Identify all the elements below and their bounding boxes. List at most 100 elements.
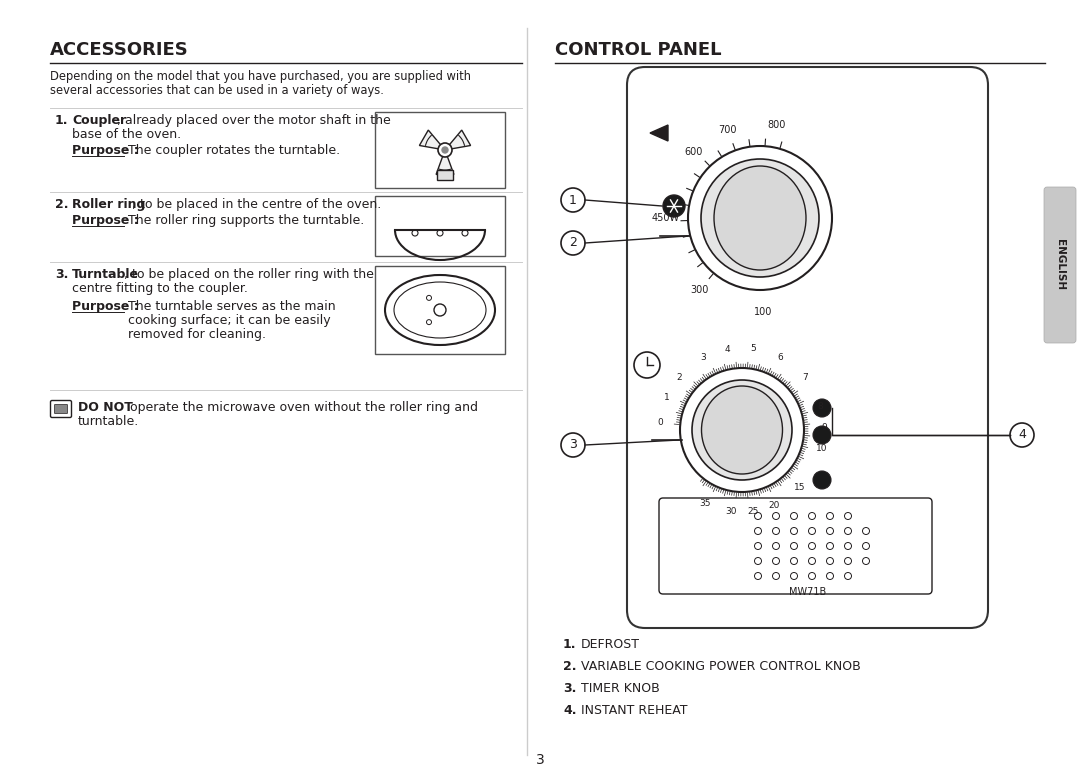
Text: 3.: 3. [55,268,68,281]
FancyBboxPatch shape [627,67,988,628]
Text: 700: 700 [718,124,738,135]
Text: 6: 6 [778,353,783,362]
Circle shape [845,528,851,535]
Text: 2: 2 [676,373,681,382]
Text: 8: 8 [818,401,823,411]
Text: cooking surface; it can be easily: cooking surface; it can be easily [129,314,330,327]
Bar [375,196,505,256]
Circle shape [755,543,761,550]
Circle shape [755,512,761,519]
Text: Turntable: Turntable [72,268,139,281]
Text: CONTROL PANEL: CONTROL PANEL [555,41,721,59]
Circle shape [634,352,660,378]
Circle shape [809,528,815,535]
Circle shape [813,399,831,417]
Circle shape [845,572,851,579]
Circle shape [826,543,834,550]
FancyBboxPatch shape [54,404,67,414]
Text: removed for cleaning.: removed for cleaning. [129,328,266,341]
Text: 450W: 450W [652,213,680,223]
Circle shape [462,230,468,236]
Text: 2: 2 [569,236,577,249]
Text: 1: 1 [663,393,670,403]
Text: 3: 3 [569,439,577,451]
Text: 0: 0 [658,418,663,427]
Circle shape [863,528,869,535]
Ellipse shape [714,166,806,270]
Circle shape [791,512,797,519]
Text: 20: 20 [768,501,780,510]
Circle shape [688,146,832,290]
Text: 9: 9 [821,422,827,432]
Circle shape [755,528,761,535]
Text: 800: 800 [767,120,785,131]
Text: 4.: 4. [563,704,577,717]
Circle shape [442,147,448,153]
Circle shape [845,558,851,565]
Circle shape [813,426,831,444]
Text: 3.: 3. [563,682,577,695]
Circle shape [772,512,780,519]
Text: 5: 5 [751,344,756,353]
Text: ENGLISH: ENGLISH [1055,239,1065,291]
Ellipse shape [702,386,783,474]
Text: DO NOT: DO NOT [78,401,133,414]
Circle shape [755,572,761,579]
Text: 7: 7 [802,373,808,382]
Circle shape [791,558,797,565]
Text: 10: 10 [816,444,827,453]
Circle shape [772,543,780,550]
Text: 35: 35 [699,499,711,508]
Text: Depending on the model that you have purchased, you are supplied with: Depending on the model that you have pur… [50,70,471,83]
Circle shape [561,433,585,457]
Circle shape [826,558,834,565]
Bar [375,266,505,354]
Circle shape [809,543,815,550]
Text: Purpose :: Purpose : [72,214,138,227]
Circle shape [680,368,804,492]
Text: base of the oven.: base of the oven. [72,128,181,141]
Circle shape [772,528,780,535]
Text: 3: 3 [701,353,706,362]
Circle shape [791,528,797,535]
Text: 1: 1 [569,193,577,206]
Text: VARIABLE COOKING POWER CONTROL KNOB: VARIABLE COOKING POWER CONTROL KNOB [581,660,861,673]
Circle shape [1010,423,1034,447]
Text: Purpose :: Purpose : [72,300,138,313]
Circle shape [755,558,761,565]
Circle shape [772,572,780,579]
FancyBboxPatch shape [1044,187,1076,343]
Text: 2.: 2. [563,660,577,673]
Circle shape [437,230,443,236]
Circle shape [826,512,834,519]
Circle shape [791,572,797,579]
Text: 1.: 1. [55,114,68,127]
Circle shape [434,304,446,316]
FancyBboxPatch shape [659,498,932,594]
Circle shape [809,512,815,519]
Circle shape [561,188,585,212]
Circle shape [772,558,780,565]
Circle shape [863,558,869,565]
Text: turntable.: turntable. [78,415,139,428]
Circle shape [701,159,819,277]
Text: The turntable serves as the main: The turntable serves as the main [129,300,336,313]
FancyBboxPatch shape [51,400,71,418]
Circle shape [813,471,831,489]
Text: 1.: 1. [563,638,577,651]
Text: 100: 100 [754,307,772,317]
Polygon shape [419,130,445,150]
Circle shape [863,543,869,550]
Text: TIMER KNOB: TIMER KNOB [581,682,660,695]
Text: Purpose :: Purpose : [72,144,138,157]
Text: , to be placed on the roller ring with the: , to be placed on the roller ring with t… [124,268,374,281]
Circle shape [809,558,815,565]
Text: 4: 4 [1018,429,1026,442]
Text: , to be placed in the centre of the oven.: , to be placed in the centre of the oven… [132,198,381,211]
Text: Coupler: Coupler [72,114,126,127]
Text: operate the microwave oven without the roller ring and: operate the microwave oven without the r… [126,401,478,414]
Polygon shape [445,130,471,150]
Circle shape [826,572,834,579]
Circle shape [826,528,834,535]
Text: INSTANT REHEAT: INSTANT REHEAT [581,704,688,717]
